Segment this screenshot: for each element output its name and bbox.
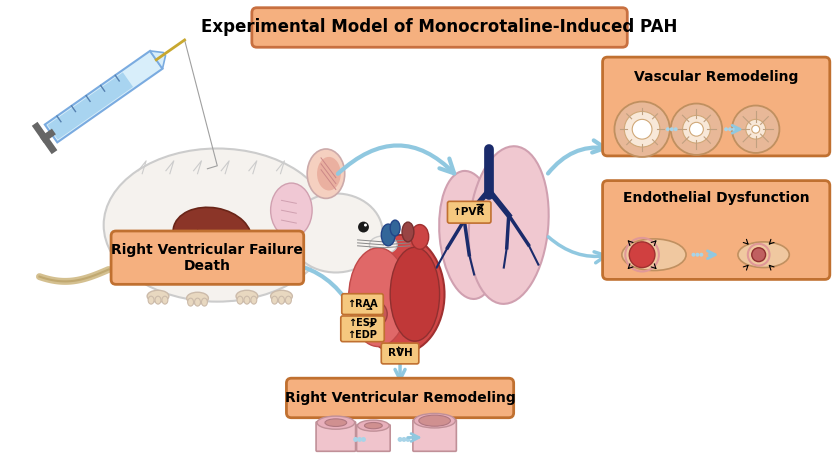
Ellipse shape (147, 290, 169, 302)
Ellipse shape (188, 298, 194, 306)
Ellipse shape (289, 194, 383, 272)
Ellipse shape (414, 414, 455, 428)
Ellipse shape (317, 157, 341, 190)
Ellipse shape (358, 300, 387, 328)
Circle shape (364, 224, 367, 226)
Ellipse shape (278, 296, 284, 304)
Ellipse shape (317, 416, 354, 429)
Ellipse shape (244, 296, 250, 304)
FancyBboxPatch shape (111, 231, 303, 284)
Circle shape (401, 437, 406, 442)
Ellipse shape (411, 225, 429, 249)
FancyBboxPatch shape (316, 422, 355, 451)
Ellipse shape (355, 235, 444, 354)
Circle shape (728, 127, 732, 131)
Text: Vascular Remodeling: Vascular Remodeling (634, 70, 799, 84)
Circle shape (746, 119, 766, 139)
Ellipse shape (391, 247, 440, 341)
Circle shape (696, 253, 700, 257)
Ellipse shape (236, 290, 258, 302)
FancyBboxPatch shape (603, 57, 830, 156)
Ellipse shape (402, 222, 414, 242)
Circle shape (690, 122, 703, 136)
Ellipse shape (148, 296, 154, 304)
Ellipse shape (325, 419, 347, 426)
Ellipse shape (365, 423, 382, 429)
Circle shape (353, 437, 358, 442)
Ellipse shape (468, 146, 549, 304)
Circle shape (632, 119, 652, 139)
Circle shape (361, 437, 366, 442)
FancyBboxPatch shape (381, 343, 419, 364)
Circle shape (700, 253, 703, 257)
Ellipse shape (419, 415, 451, 426)
Circle shape (397, 437, 402, 442)
Ellipse shape (286, 296, 292, 304)
Circle shape (629, 242, 655, 267)
Ellipse shape (622, 239, 686, 271)
FancyBboxPatch shape (341, 316, 385, 342)
Text: ↑PVR: ↑PVR (453, 207, 485, 217)
Ellipse shape (173, 207, 251, 263)
Ellipse shape (381, 224, 395, 246)
Circle shape (358, 222, 369, 232)
Text: ↑ESP
↑EDP: ↑ESP ↑EDP (348, 318, 377, 340)
Ellipse shape (358, 420, 389, 431)
Ellipse shape (251, 296, 256, 304)
Circle shape (674, 127, 678, 131)
Circle shape (614, 101, 670, 157)
FancyBboxPatch shape (357, 425, 391, 451)
Ellipse shape (439, 171, 499, 299)
Circle shape (732, 127, 736, 131)
Ellipse shape (370, 236, 397, 254)
Text: Right Ventricular Failure
Death: Right Ventricular Failure Death (111, 242, 303, 273)
Polygon shape (150, 51, 165, 69)
Text: Experimental Model of Monocrotaline-Induced PAH: Experimental Model of Monocrotaline-Indu… (201, 18, 678, 36)
Circle shape (670, 127, 674, 131)
FancyBboxPatch shape (342, 294, 383, 314)
Circle shape (670, 104, 722, 155)
FancyBboxPatch shape (287, 378, 514, 418)
Polygon shape (48, 72, 133, 140)
Ellipse shape (155, 296, 161, 304)
Ellipse shape (272, 296, 277, 304)
Ellipse shape (349, 248, 408, 347)
Ellipse shape (271, 183, 312, 237)
Ellipse shape (187, 292, 209, 304)
Text: RVH: RVH (388, 349, 412, 359)
Circle shape (752, 125, 760, 133)
Ellipse shape (308, 149, 344, 198)
Text: Right Ventricular Remodeling: Right Ventricular Remodeling (285, 391, 515, 405)
Circle shape (724, 127, 728, 131)
Circle shape (683, 115, 711, 143)
Text: ↑RAA: ↑RAA (347, 299, 378, 309)
Circle shape (752, 248, 766, 262)
Ellipse shape (104, 148, 331, 301)
Text: Endothelial Dysfunction: Endothelial Dysfunction (623, 191, 810, 206)
Polygon shape (44, 51, 163, 142)
Circle shape (691, 253, 696, 257)
Ellipse shape (271, 290, 292, 302)
Circle shape (406, 437, 411, 442)
Ellipse shape (194, 298, 200, 306)
FancyBboxPatch shape (603, 181, 830, 279)
Circle shape (357, 437, 362, 442)
Ellipse shape (391, 220, 400, 236)
Ellipse shape (162, 296, 168, 304)
FancyBboxPatch shape (447, 201, 491, 223)
Ellipse shape (237, 296, 243, 304)
FancyBboxPatch shape (413, 420, 457, 451)
Ellipse shape (201, 298, 207, 306)
FancyBboxPatch shape (252, 8, 628, 47)
Circle shape (624, 112, 660, 147)
Circle shape (666, 127, 670, 131)
Ellipse shape (738, 242, 789, 267)
Circle shape (732, 106, 779, 153)
